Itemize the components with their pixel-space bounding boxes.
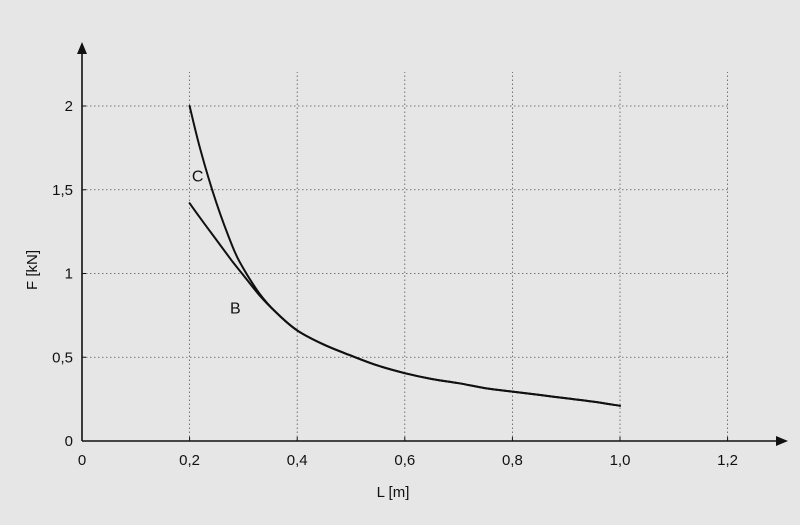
y-axis-label: F [kN] [24,250,41,290]
series-line-b [188,202,621,407]
y-axis-arrow-icon [77,42,87,54]
y-tick-label: 2 [65,98,73,115]
annotations: CB [192,168,241,317]
y-tick-label: 1,5 [52,182,73,199]
x-tick-label: 1,0 [610,452,631,469]
series [188,105,621,407]
x-tick-label: 1,2 [717,452,738,469]
x-tick-label: 0,8 [502,452,523,469]
x-axis-arrow-icon [776,436,788,446]
tick-labels: 0 0,2 0,4 0,6 0,8 1,0 1,2 0 0,5 1 1,5 2 [52,98,738,469]
x-tick-label: 0,6 [394,452,415,469]
x-tick-label: 0 [78,452,86,469]
curve-label-c: C [192,168,204,185]
x-tick-label: 0,2 [179,452,200,469]
axes [77,42,788,446]
x-tick-label: 0,4 [287,452,308,469]
curve-label-b: B [230,301,241,318]
grid [82,72,728,441]
x-axis-label: L [m] [377,484,410,501]
y-tick-label: 1 [65,266,73,283]
y-tick-label: 0,5 [52,349,73,366]
y-tick-label: 0 [65,433,73,450]
